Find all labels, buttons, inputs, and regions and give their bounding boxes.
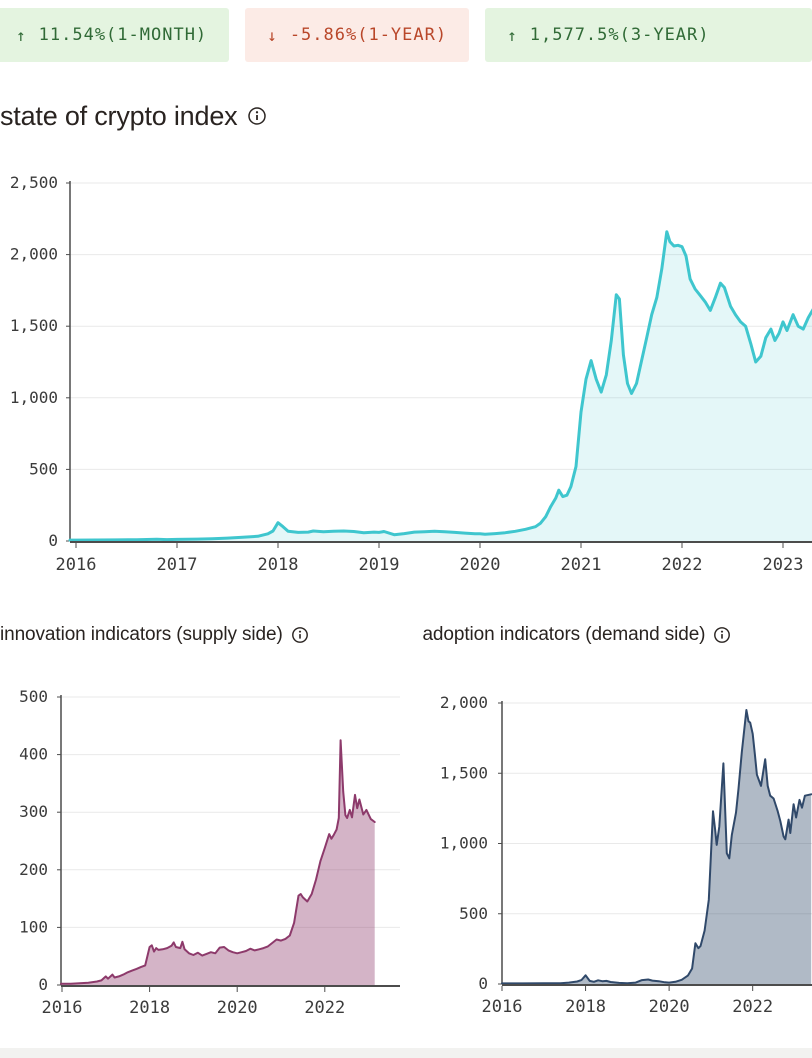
badge-1-year-label: -5.86%(1-YEAR) [289, 25, 448, 45]
svg-text:2022: 2022 [304, 998, 345, 1018]
svg-text:2018: 2018 [565, 997, 606, 1017]
svg-text:500: 500 [459, 904, 488, 923]
svg-text:2016: 2016 [42, 998, 83, 1018]
svg-text:2017: 2017 [157, 555, 198, 575]
info-icon[interactable] [713, 626, 731, 644]
main-title-row: state of crypto index [0, 100, 812, 132]
svg-text:2,500: 2,500 [10, 173, 58, 192]
badge-3-year-label: 1,577.5%(3-YEAR) [529, 25, 710, 45]
svg-text:2016: 2016 [482, 997, 523, 1017]
svg-text:2023: 2023 [763, 555, 804, 575]
state-of-crypto-index-chart: 0 500 1,000 1,500 2,000 2,500 2016 2017 2018 2019… [10, 173, 812, 575]
svg-text:1,500: 1,500 [440, 763, 488, 782]
badge-1-month-change: ↑ 11.54%(1-MONTH) [0, 8, 230, 62]
adoption-indicators-chart: 0 500 1,000 1,500 2,000 2016 2018 2020 2022 [440, 693, 812, 1017]
svg-text:0: 0 [48, 531, 58, 550]
svg-text:300: 300 [19, 802, 48, 821]
column-gap [400, 680, 420, 1025]
info-icon[interactable] [291, 626, 309, 644]
svg-text:2022: 2022 [662, 555, 703, 575]
section-divider [0, 1048, 812, 1058]
svg-text:200: 200 [19, 860, 48, 879]
svg-text:0: 0 [478, 974, 488, 993]
svg-text:2019: 2019 [359, 555, 400, 575]
subchart-headers-row: innovation indicators (supply side) adop… [0, 622, 812, 648]
svg-text:2018: 2018 [258, 555, 299, 575]
supply-title: innovation indicators (supply side) [0, 624, 283, 645]
page-title: state of crypto index [0, 100, 238, 131]
svg-text:2020: 2020 [460, 555, 501, 575]
svg-text:2020: 2020 [217, 998, 258, 1018]
svg-text:2,000: 2,000 [440, 693, 488, 712]
demand-title: adoption indicators (demand side) [422, 624, 706, 645]
svg-text:2022: 2022 [732, 997, 773, 1017]
svg-text:2020: 2020 [649, 997, 690, 1017]
badge-3-year-change: ↑ 1,577.5%(3-YEAR) [485, 8, 812, 62]
svg-text:1,500: 1,500 [10, 316, 58, 335]
arrow-down-icon: ↓ [267, 25, 278, 45]
svg-text:500: 500 [19, 687, 48, 706]
subcharts-row: 0 100 200 300 400 500 2016 2018 2020 2022 0 500 1,0… [0, 680, 812, 1025]
badge-1-year-change: ↓ -5.86%(1-YEAR) [245, 8, 470, 62]
svg-text:400: 400 [19, 745, 48, 764]
svg-text:1,000: 1,000 [10, 388, 58, 407]
innovation-indicators-chart: 0 100 200 300 400 500 2016 2018 2020 2022 [19, 687, 400, 1018]
performance-badges-row: ↑ 11.54%(1-MONTH) ↓ -5.86%(1-YEAR) ↑ 1,5… [0, 0, 812, 62]
svg-text:1,000: 1,000 [440, 834, 488, 853]
svg-text:2,000: 2,000 [10, 245, 58, 264]
svg-text:500: 500 [29, 459, 58, 478]
svg-text:0: 0 [38, 975, 48, 994]
badge-1-month-label: 11.54%(1-MONTH) [38, 25, 208, 45]
supply-header: innovation indicators (supply side) [0, 624, 397, 646]
arrow-up-icon: ↑ [16, 25, 27, 45]
svg-text:2016: 2016 [56, 555, 97, 575]
svg-text:2018: 2018 [129, 998, 170, 1018]
arrow-up-icon: ↑ [507, 25, 518, 45]
demand-header: adoption indicators (demand side) [417, 624, 812, 646]
svg-text:2021: 2021 [561, 555, 602, 575]
info-icon[interactable] [247, 106, 267, 126]
svg-text:100: 100 [19, 917, 48, 936]
